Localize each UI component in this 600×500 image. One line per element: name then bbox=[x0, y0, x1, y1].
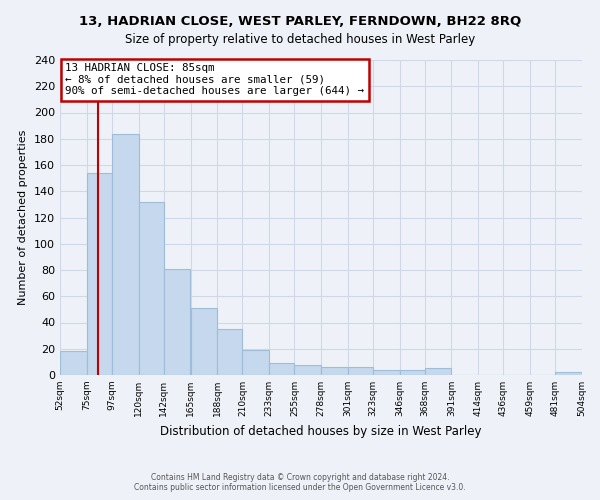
Bar bbox=[556, 372, 582, 375]
Bar bbox=[217, 329, 242, 375]
X-axis label: Distribution of detached houses by size in West Parley: Distribution of detached houses by size … bbox=[160, 424, 482, 438]
Text: Size of property relative to detached houses in West Parley: Size of property relative to detached ho… bbox=[125, 32, 475, 46]
Bar bbox=[86, 173, 112, 375]
Bar bbox=[112, 134, 139, 375]
Bar bbox=[139, 202, 164, 375]
Bar bbox=[347, 367, 373, 375]
Bar bbox=[242, 350, 269, 375]
Bar bbox=[400, 370, 425, 375]
Bar bbox=[60, 352, 86, 375]
Bar bbox=[425, 368, 451, 375]
Bar bbox=[269, 363, 295, 375]
Bar bbox=[295, 364, 321, 375]
Text: 13 HADRIAN CLOSE: 85sqm
← 8% of detached houses are smaller (59)
90% of semi-det: 13 HADRIAN CLOSE: 85sqm ← 8% of detached… bbox=[65, 63, 364, 96]
Bar bbox=[373, 370, 400, 375]
Bar bbox=[191, 308, 217, 375]
Text: 13, HADRIAN CLOSE, WEST PARLEY, FERNDOWN, BH22 8RQ: 13, HADRIAN CLOSE, WEST PARLEY, FERNDOWN… bbox=[79, 15, 521, 28]
Y-axis label: Number of detached properties: Number of detached properties bbox=[19, 130, 28, 305]
Text: Contains HM Land Registry data © Crown copyright and database right 2024.
Contai: Contains HM Land Registry data © Crown c… bbox=[134, 473, 466, 492]
Bar bbox=[321, 367, 347, 375]
Bar bbox=[164, 268, 190, 375]
